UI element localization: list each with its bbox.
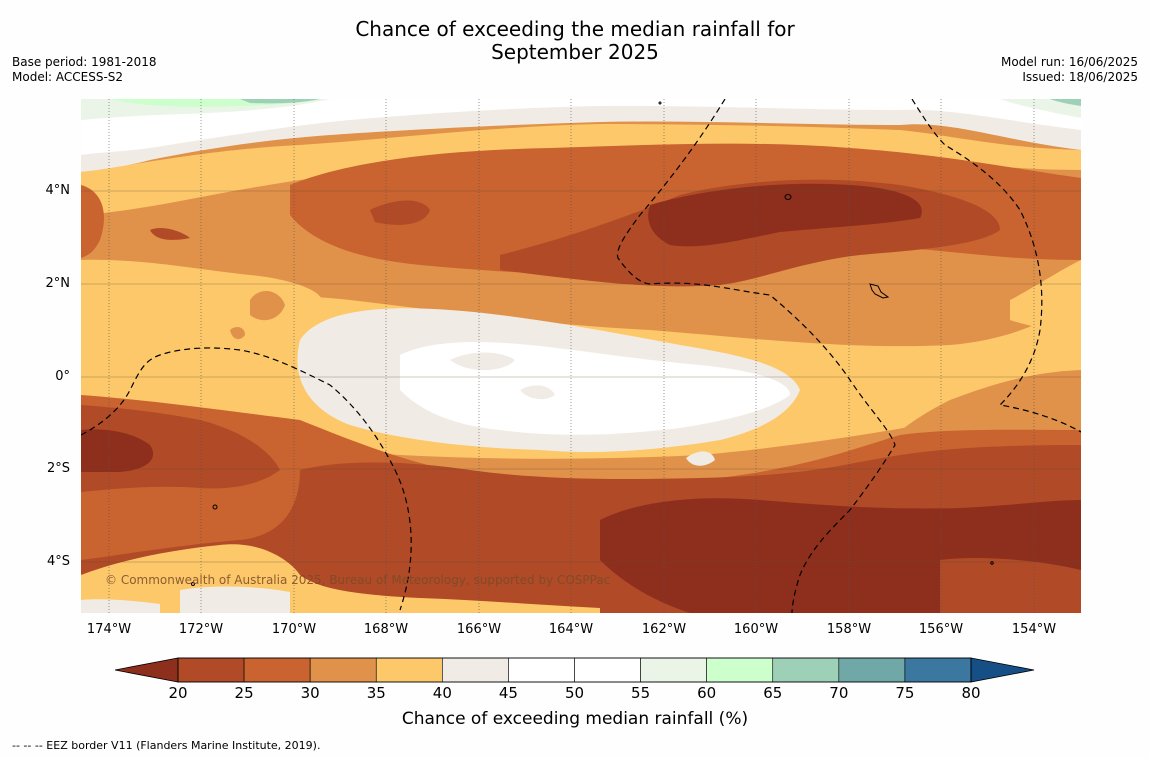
colorbar-cell — [838, 657, 906, 683]
colorbar-cell — [508, 657, 575, 683]
colorbar-tick-label: 50 — [564, 684, 585, 702]
lon-label-158w: 158°W — [826, 622, 872, 637]
eez-footnote: -- -- -- EEZ border V11 (Flanders Marine… — [12, 739, 321, 752]
run-info: Model run: 16/06/2025 Issued: 18/06/2025 — [1001, 55, 1138, 85]
lon-label-166w: 166°W — [456, 622, 502, 637]
colorbar-tick-label: 75 — [895, 684, 915, 702]
lon-label-168w: 168°W — [363, 622, 409, 637]
model-run-text: Model run: 16/06/2025 — [1000, 55, 1138, 69]
lat-label-2n: 2°N — [45, 276, 71, 291]
colorbar-cell — [309, 657, 377, 683]
colorbar-tick-label: 35 — [366, 684, 386, 702]
title-line-2: September 2025 — [491, 40, 659, 64]
colorbar-tick-label: 40 — [432, 684, 452, 702]
colorbar-label: Chance of exceeding median rainfall (%) — [401, 709, 749, 729]
colorbar-cell — [706, 657, 774, 683]
eez-borders — [81, 99, 1081, 613]
lon-label-162w: 162°W — [641, 622, 687, 637]
colorbar-tick-label: 55 — [631, 684, 651, 702]
colorbar — [114, 657, 1035, 683]
colorbar-tick-label: 25 — [234, 684, 254, 702]
lon-label-172w: 172°W — [178, 622, 224, 637]
colorbar-tick-label: 80 — [961, 684, 981, 702]
title-line-1: Chance of exceeding the median rainfall … — [355, 17, 795, 41]
lon-label-170w: 170°W — [271, 622, 317, 637]
colorbar-tick-label: 60 — [697, 684, 717, 702]
lat-label-4n: 4°N — [45, 183, 71, 198]
lat-label-0: 0° — [55, 369, 70, 384]
lon-label-164w: 164°W — [548, 622, 594, 637]
colorbar-cell — [574, 657, 641, 683]
lat-label-2s: 2°S — [46, 461, 70, 476]
issued-text: Issued: 18/06/2025 — [1022, 70, 1138, 84]
colorbar-cell — [442, 657, 509, 683]
colorbar-tick-label: 70 — [829, 684, 849, 702]
map-fill — [81, 99, 1081, 613]
lat-label-4s: 4°S — [46, 554, 70, 569]
islands — [191, 101, 994, 586]
copyright-credit: © Commonwealth of Australia 2025, Bureau… — [105, 573, 611, 587]
lon-label-156w: 156°W — [918, 622, 964, 637]
lon-label-174w: 174°W — [86, 622, 132, 637]
colorbar-cell — [640, 657, 707, 683]
colorbar-cell — [375, 657, 443, 683]
model-text: Model: ACCESS-S2 — [12, 70, 124, 84]
page-title: Chance of exceeding the median rainfall … — [0, 18, 1150, 64]
colorbar-under-arrow — [114, 657, 179, 683]
lon-label-154w: 154°W — [1011, 622, 1057, 637]
colorbar-cell — [243, 657, 311, 683]
colorbar-cell — [177, 657, 245, 683]
colorbar-tick-label: 30 — [300, 684, 320, 702]
colorbar-tick-label: 45 — [498, 684, 518, 702]
model-info: Base period: 1981-2018 Model: ACCESS-S2 — [12, 55, 157, 85]
colorbar-cell — [904, 657, 972, 683]
colorbar-tick-label: 20 — [168, 684, 188, 702]
colorbar-tick-label: 65 — [763, 684, 783, 702]
base-period-text: Base period: 1981-2018 — [12, 55, 157, 69]
colorbar-over-arrow — [970, 657, 1035, 683]
colorbar-cell — [772, 657, 840, 683]
lon-label-160w: 160°W — [733, 622, 779, 637]
